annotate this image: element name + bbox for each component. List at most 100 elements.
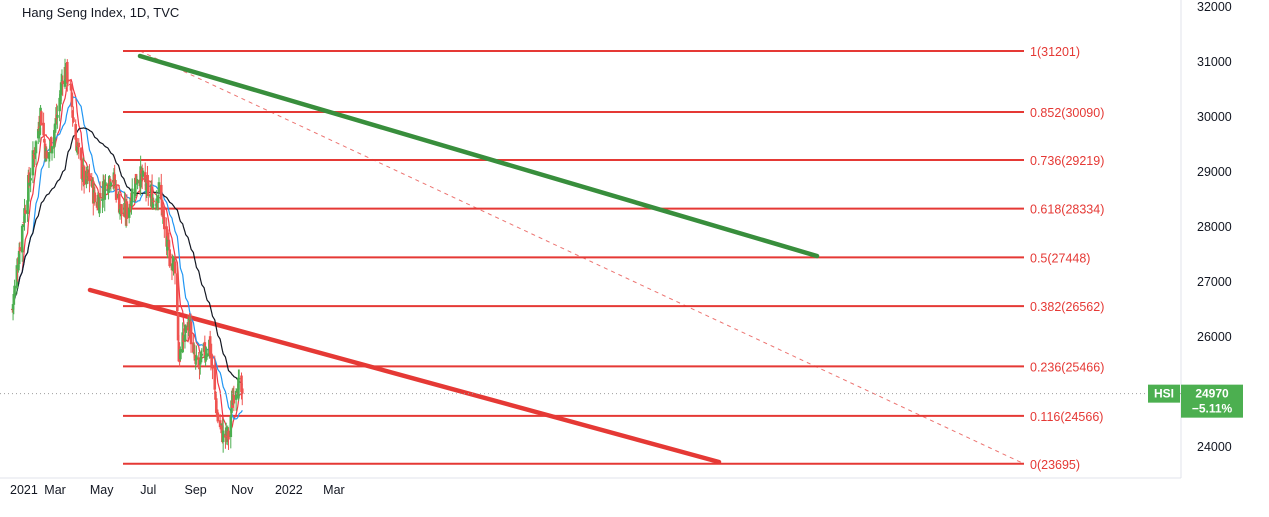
candle [151, 194, 155, 210]
candle [75, 141, 79, 156]
candle [18, 241, 22, 254]
candle [23, 204, 27, 215]
candle [134, 173, 138, 185]
candle [104, 174, 107, 195]
y-tick-label: 24000 [1197, 440, 1232, 454]
fib-level-label: 0.236(25466) [1030, 360, 1104, 374]
candle [77, 138, 81, 159]
candle [163, 206, 166, 238]
candle [214, 398, 218, 418]
candle [136, 178, 139, 190]
candle [61, 75, 65, 97]
candle [197, 351, 201, 370]
candle [168, 239, 171, 268]
candle [179, 346, 182, 362]
candle [216, 409, 220, 424]
candle [204, 346, 207, 367]
x-tick-label: Mar [44, 483, 66, 497]
candle [33, 147, 36, 168]
candle [98, 181, 102, 208]
x-tick-label: Jul [140, 483, 156, 497]
candle [20, 224, 24, 262]
candle [224, 432, 227, 449]
x-tick-label: Mar [323, 483, 345, 497]
candle [229, 408, 233, 449]
candle [240, 372, 243, 400]
candle [172, 256, 175, 276]
x-tick-label: Nov [231, 483, 254, 497]
last-price-label: 24970 [1195, 387, 1229, 401]
candle [72, 106, 75, 124]
lower-trend-line[interactable] [87, 287, 722, 465]
candle [173, 256, 177, 285]
candle [118, 208, 122, 220]
x-tick-label: May [90, 483, 114, 497]
candle [166, 229, 170, 241]
candle [56, 105, 59, 129]
candle [114, 180, 118, 203]
candle [109, 181, 113, 192]
candle [23, 198, 26, 231]
candle [17, 242, 21, 268]
fib-level-label: 0.116(24566) [1030, 410, 1103, 424]
candle [141, 167, 145, 179]
candle [98, 193, 101, 218]
candle [93, 186, 97, 206]
candle [53, 123, 57, 142]
candle [34, 140, 38, 166]
candle [221, 418, 225, 453]
trend-lines[interactable] [87, 50, 1025, 465]
candle [176, 312, 180, 343]
ma-slow-line [11, 127, 243, 385]
x-tick-label: 2022 [275, 483, 303, 497]
candle [107, 182, 110, 200]
candle [198, 362, 201, 380]
candle [50, 145, 54, 161]
candle [80, 151, 84, 191]
fibonacci-levels[interactable]: 1(31201) 0.852(30090) 0.736(29219) 0.618(28… [123, 45, 1104, 472]
candle [82, 164, 86, 194]
fib-level-label: 1(31201) [1030, 45, 1080, 59]
price-badge [1181, 384, 1243, 418]
candle [36, 121, 40, 145]
candle [45, 146, 48, 160]
candle [232, 385, 236, 412]
y-tick-label: 32000 [1197, 0, 1232, 14]
fib-level-label: 0.382(26562) [1030, 300, 1104, 314]
candle [211, 364, 214, 380]
candle [184, 324, 188, 342]
candle [189, 313, 193, 353]
candle [218, 413, 222, 430]
candle [200, 348, 204, 360]
candle [113, 164, 116, 189]
candle [237, 369, 240, 402]
candle [177, 335, 181, 362]
candle [69, 83, 73, 93]
fib-level-label: 0(23695) [1030, 458, 1080, 472]
candle [33, 152, 37, 160]
candle [208, 330, 212, 358]
candle [215, 398, 219, 413]
chart-title: Hang Seng Index, 1D, TVC [22, 5, 179, 20]
fib-trend-dashed-line[interactable] [139, 50, 1025, 465]
y-tick-label: 31000 [1197, 55, 1232, 69]
candle [152, 197, 155, 204]
candle [157, 177, 161, 199]
symbol-badge [1148, 384, 1180, 403]
candle [88, 164, 91, 193]
candle [195, 345, 198, 365]
y-tick-label: 26000 [1197, 330, 1232, 344]
y-tick-label: 30000 [1197, 110, 1232, 124]
time-axis[interactable]: 2021 Mar May Jul Sep Nov 2022 Mar [10, 483, 345, 497]
fib-level-label: 0.736(29219) [1030, 154, 1104, 168]
candle [66, 72, 70, 87]
candle [176, 264, 179, 316]
upper-trend-line[interactable] [137, 53, 820, 259]
candle [125, 194, 129, 227]
candle [130, 178, 134, 203]
candle [11, 303, 15, 321]
candlesticks [10, 58, 244, 453]
candle [213, 355, 217, 394]
